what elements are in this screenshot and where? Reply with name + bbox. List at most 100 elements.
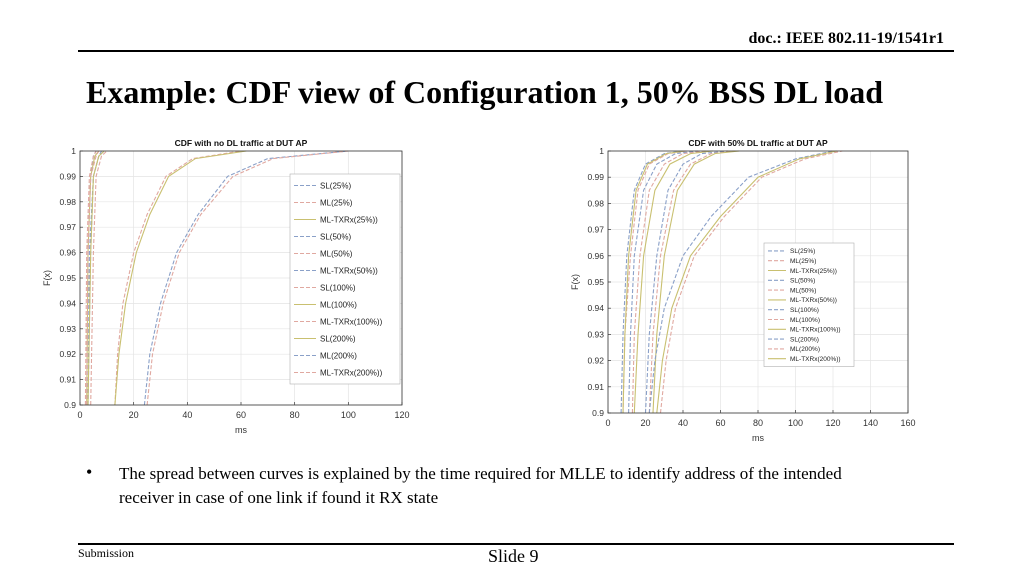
legend-label: ML(100%) <box>320 300 357 309</box>
y-tick-label: 0.91 <box>587 382 604 392</box>
series-line <box>620 150 684 414</box>
x-tick-label: 40 <box>182 410 192 420</box>
x-tick-label: 100 <box>341 410 356 420</box>
y-tick-label: 0.93 <box>587 329 604 339</box>
legend-label: SL(50%) <box>790 278 815 285</box>
x-tick-label: 20 <box>129 410 139 420</box>
legend-label: ML-TXRx(50%)) <box>320 266 378 275</box>
legend-label: ML-TXRx(100%)) <box>790 327 841 334</box>
x-tick-label: 160 <box>900 418 915 428</box>
series-line <box>648 150 834 414</box>
legend-label: SL(50%) <box>320 232 351 241</box>
chart-title: CDF with 50% DL traffic at DUT AP <box>688 138 828 148</box>
x-tick-label: 140 <box>863 418 878 428</box>
x-tick-label: 0 <box>77 410 82 420</box>
y-axis-label: F(x) <box>570 274 580 290</box>
y-tick-label: 0.98 <box>59 197 76 207</box>
footer-submission: Submission <box>78 546 135 560</box>
series-line <box>143 150 349 406</box>
plot-frame <box>79 150 403 406</box>
series-line <box>648 150 736 414</box>
y-tick-label: 0.94 <box>587 303 604 313</box>
series-line <box>633 150 714 414</box>
legend-box <box>763 242 855 367</box>
series-line <box>90 150 108 406</box>
legend-label: ML-TXRx(25%)) <box>790 268 837 275</box>
series-line <box>656 150 837 414</box>
plot-frame <box>607 150 909 414</box>
y-tick-label: 0.97 <box>587 225 604 235</box>
y-tick-label: 0.9 <box>64 400 76 410</box>
y-tick-label: 0.99 <box>59 171 76 181</box>
y-axis-label: F(x) <box>42 270 52 286</box>
series-line <box>86 150 100 406</box>
x-tick-label: 0 <box>605 418 610 428</box>
y-tick-label: 0.98 <box>587 198 604 208</box>
y-tick-label: 0.94 <box>59 298 76 308</box>
legend-label: ML(50%) <box>320 249 353 258</box>
x-tick-label: 80 <box>290 410 300 420</box>
y-tick-label: 0.99 <box>587 172 604 182</box>
x-tick-label: 80 <box>753 418 763 428</box>
footer-divider <box>78 543 954 545</box>
series-line <box>631 150 706 414</box>
y-tick-label: 1 <box>71 146 76 156</box>
legend-label: ML(100%) <box>790 317 820 324</box>
legend-label: ML-TXRx(100%)) <box>320 317 383 326</box>
legend-label: ML-TXRx(200%)) <box>790 356 841 363</box>
slide-number: Slide 9 <box>488 546 539 566</box>
legend-label: ML-TXRx(200%)) <box>320 368 383 377</box>
series-line <box>622 150 685 414</box>
legend-label: ML(200%) <box>790 346 820 353</box>
series-line <box>628 150 699 414</box>
cdf-chart-no-dl: 0 20 40 60 80 100 120 0.9 0.91 0.92 0.93 0.94 0.95 0.… <box>38 132 414 438</box>
x-tick-label: 60 <box>236 410 246 420</box>
x-tick-label: 120 <box>394 410 409 420</box>
y-tick-label: 0.95 <box>587 277 604 287</box>
legend-label: SL(25%) <box>790 248 815 255</box>
y-tick-label: 0.9 <box>592 408 604 418</box>
legend-label: ML(50%) <box>790 287 816 294</box>
series-line <box>84 150 97 406</box>
y-tick-label: 0.97 <box>59 222 76 232</box>
legend-label: ML(25%) <box>320 198 353 207</box>
y-tick-label: 0.91 <box>59 375 76 385</box>
doc-reference: doc.: IEEE 802.11-19/1541r1 <box>748 30 944 47</box>
y-tick-label: 0.93 <box>59 324 76 334</box>
y-tick-label: 1 <box>599 146 604 156</box>
legend-label: ML-TXRx(25%)) <box>320 215 378 224</box>
legend-label: SL(200%) <box>320 334 356 343</box>
y-tick-label: 0.96 <box>587 251 604 261</box>
y-tick-label: 0.95 <box>59 273 76 283</box>
legend-label: SL(100%) <box>790 307 819 314</box>
x-tick-label: 60 <box>715 418 725 428</box>
y-tick-label: 0.92 <box>59 349 76 359</box>
x-tick-label: 120 <box>825 418 840 428</box>
y-tick-label: 0.92 <box>587 356 604 366</box>
legend-label: SL(25%) <box>320 181 351 190</box>
bullet-text: The spread between curves is explained b… <box>119 464 842 507</box>
series-line <box>87 150 105 406</box>
legend-label: ML-TXRx(50%)) <box>790 297 837 304</box>
x-tick-label: 20 <box>640 418 650 428</box>
legend-label: SL(200%) <box>790 336 819 343</box>
bullet-icon: • <box>86 462 93 482</box>
x-axis-label: ms <box>235 425 247 435</box>
series-line <box>652 150 740 414</box>
x-tick-label: 100 <box>788 418 803 428</box>
legend-label: SL(100%) <box>320 283 356 292</box>
series-line <box>114 150 242 406</box>
series-line <box>659 150 843 414</box>
slide-title: Example: CDF view of Configuration 1, 50… <box>86 74 884 110</box>
legend-label: ML(25%) <box>790 258 816 265</box>
cdf-chart-50-dl: 0 20 40 60 80 100 120 140 160 0.9 0.91 0.92 0.93 0.94… <box>568 132 920 442</box>
x-axis-label: ms <box>752 433 764 442</box>
header-divider <box>78 50 954 52</box>
cdf-chart-no-dl-svg: 0 20 40 60 80 100 120 0.9 0.91 0.92 0.93 0.94 0.95 0.… <box>42 138 410 435</box>
legend-box <box>289 173 401 385</box>
x-tick-label: 40 <box>678 418 688 428</box>
legend-label: ML(200%) <box>320 351 357 360</box>
series-line <box>644 150 729 414</box>
y-tick-label: 0.96 <box>59 248 76 258</box>
cdf-chart-50-dl-svg: 0 20 40 60 80 100 120 140 160 0.9 0.91 0.92 0.93 0.94… <box>570 138 916 442</box>
